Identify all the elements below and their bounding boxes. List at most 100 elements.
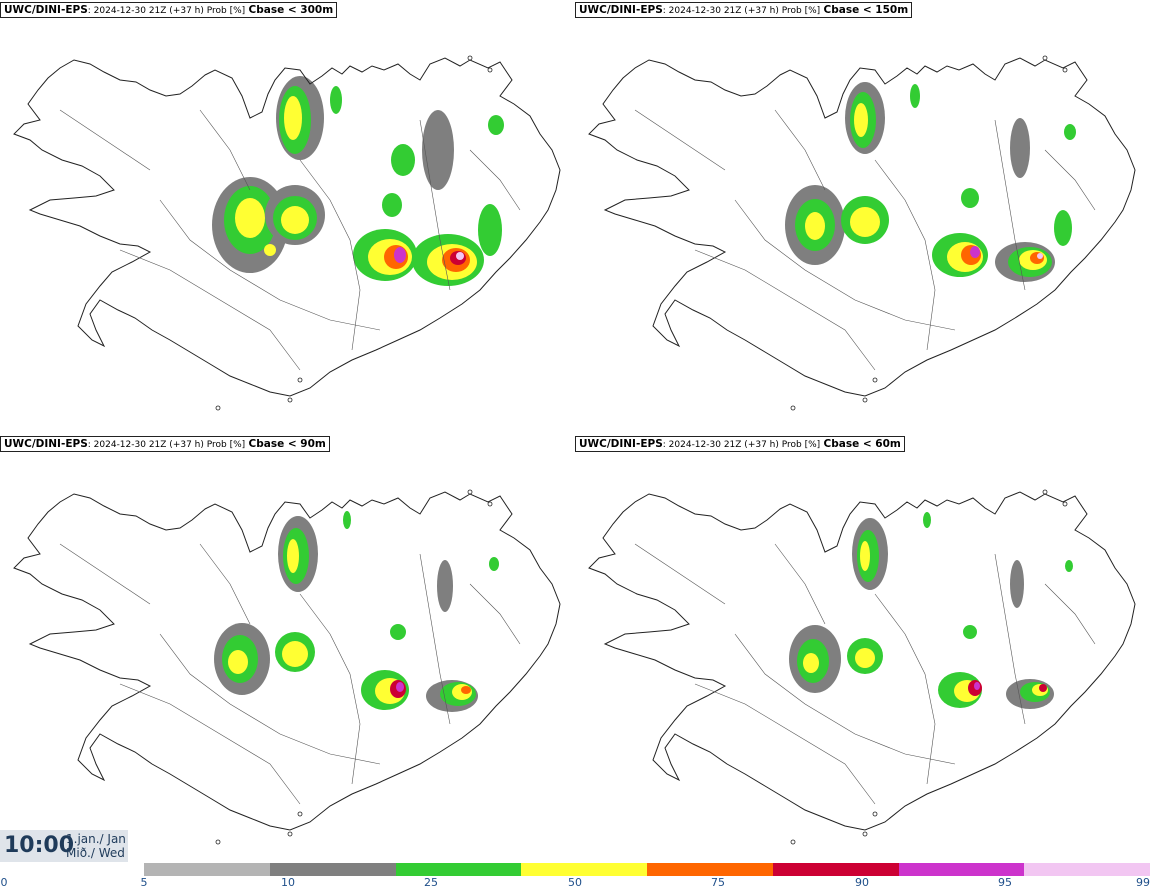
probability-area — [923, 512, 931, 528]
colorbar-segment — [898, 863, 1025, 876]
coastline — [588, 491, 1136, 831]
colorbar-segment — [144, 863, 271, 876]
map-panel-90m: UWC/DINI-EPS: 2024-12-30 21Z (+37 h) Pro… — [0, 434, 575, 870]
region-border — [59, 543, 151, 605]
region-border — [1044, 583, 1096, 645]
probability-area — [382, 193, 402, 217]
iceland-map — [13, 55, 561, 411]
probability-area — [264, 244, 276, 256]
region-border — [774, 543, 826, 625]
island — [215, 405, 221, 411]
probability-area — [488, 115, 504, 135]
probability-area — [860, 541, 870, 571]
region-border — [119, 249, 301, 371]
probability-area — [854, 103, 868, 137]
region-border — [299, 159, 361, 351]
region-border — [299, 593, 361, 785]
island — [297, 377, 303, 383]
island — [1042, 55, 1048, 61]
coastline — [13, 57, 561, 397]
island — [467, 55, 473, 61]
coastline — [588, 57, 1136, 397]
island — [297, 811, 303, 817]
region-border — [994, 119, 1026, 291]
island — [1062, 67, 1068, 73]
island — [862, 397, 868, 403]
island — [872, 377, 878, 383]
island — [862, 831, 868, 837]
probability-area — [391, 144, 415, 176]
panel-title: UWC/DINI-EPS: 2024-12-30 21Z (+37 h) Pro… — [0, 436, 330, 452]
colorbar-tick-label: 50 — [568, 876, 582, 889]
region-border — [734, 633, 956, 765]
region-border — [634, 109, 726, 171]
island — [872, 811, 878, 817]
region-border — [734, 199, 956, 331]
probability-area — [396, 682, 404, 692]
iceland-map — [588, 489, 1136, 845]
probability-colorbar — [144, 863, 1150, 876]
probability-area — [287, 539, 299, 573]
probability-area — [1010, 560, 1024, 608]
probability-area — [910, 84, 920, 108]
island — [215, 839, 221, 845]
region-border — [694, 683, 876, 805]
panel-title: UWC/DINI-EPS: 2024-12-30 21Z (+37 h) Pro… — [0, 2, 338, 18]
probability-area — [974, 682, 980, 690]
probability-area — [394, 247, 406, 263]
region-border — [159, 199, 381, 331]
island — [790, 839, 796, 845]
probability-area — [1054, 210, 1072, 246]
region-border — [59, 109, 151, 171]
region-border — [119, 683, 301, 805]
map-panel-150m: UWC/DINI-EPS: 2024-12-30 21Z (+37 h) Pro… — [575, 0, 1150, 436]
region-border — [469, 583, 521, 645]
region-border — [469, 149, 521, 211]
panel-title: UWC/DINI-EPS: 2024-12-30 21Z (+37 h) Pro… — [575, 2, 913, 18]
probability-area — [281, 206, 309, 234]
island — [487, 501, 493, 507]
colorbar-tick-label: 95 — [998, 876, 1012, 889]
island — [467, 489, 473, 495]
region-border — [634, 543, 726, 605]
colorbar-segment — [395, 863, 522, 876]
colorbar-segment — [647, 863, 774, 876]
map-panel-300m: UWC/DINI-EPS: 2024-12-30 21Z (+37 h) Pro… — [0, 0, 575, 436]
island — [1042, 489, 1048, 495]
probability-area — [461, 686, 471, 694]
probability-area — [390, 624, 406, 640]
colorbar-tick-label: 5 — [140, 876, 148, 889]
colorbar-tick-label: 99 — [1136, 876, 1150, 889]
island — [790, 405, 796, 411]
probability-area — [437, 560, 453, 612]
colorbar-tick-label: 25 — [424, 876, 438, 889]
probability-area — [1064, 124, 1076, 140]
probability-area — [456, 252, 464, 260]
probability-area — [343, 511, 351, 529]
island — [487, 67, 493, 73]
island — [1062, 501, 1068, 507]
probability-area — [489, 557, 499, 571]
probability-area — [805, 212, 825, 240]
probability-area — [850, 207, 880, 237]
probability-area — [961, 188, 979, 208]
valid-date-line1: 1.jan./ Jan — [66, 832, 126, 846]
colorbar-segment — [772, 863, 899, 876]
coastline — [13, 491, 561, 831]
probability-area — [330, 86, 342, 114]
region-border — [874, 593, 936, 785]
iceland-map — [588, 55, 1136, 411]
colorbar-segment — [269, 863, 396, 876]
colorbar-segment — [521, 863, 648, 876]
colorbar-segment — [1024, 863, 1150, 876]
colorbar-tick-label: 75 — [711, 876, 725, 889]
probability-area — [970, 246, 980, 258]
probability-area — [1039, 684, 1047, 692]
iceland-map — [13, 489, 561, 845]
region-border — [199, 109, 251, 191]
colorbar-tick-label: 10 — [281, 876, 295, 889]
probability-area — [963, 625, 977, 639]
region-border — [419, 119, 451, 291]
probability-area — [228, 650, 248, 674]
probability-area — [284, 96, 302, 140]
